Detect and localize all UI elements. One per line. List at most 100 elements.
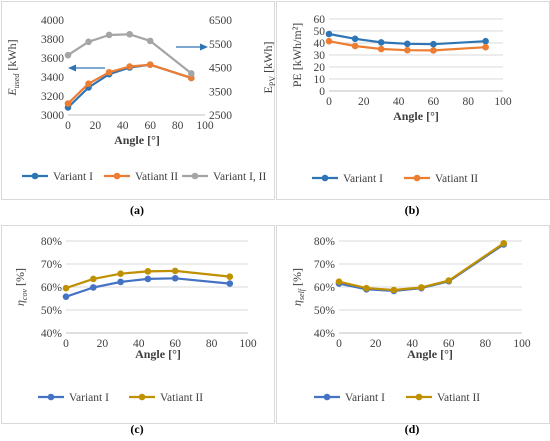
panel-caption: (a) [130, 203, 144, 217]
legend-swatch-marker [413, 174, 421, 182]
data-point [126, 63, 133, 70]
y-tick-label: 3800 [41, 34, 64, 46]
y-axis-label-sub: self [297, 287, 306, 300]
data-point [90, 275, 97, 283]
data-point [404, 46, 411, 54]
data-point [146, 61, 154, 68]
y-axis-label-main: E [5, 88, 19, 97]
y-tick-label: 40% [314, 328, 336, 340]
series-line-1 [67, 63, 192, 105]
data-point [62, 284, 70, 292]
y-tick-label: 50% [314, 305, 336, 317]
y-axis-label-main: η [13, 300, 27, 306]
series-line-1 [328, 40, 486, 52]
y-axis-label: ηcov [%] [13, 268, 29, 306]
series-line-0 [65, 277, 230, 298]
data-point [117, 270, 124, 277]
y-axis-label: Eused [kWh] [5, 39, 21, 96]
y-tick-label: 60 [314, 14, 326, 26]
panel-caption: (d) [405, 422, 420, 436]
x-tick-label: 60 [443, 338, 455, 350]
arrow-right-icon [200, 43, 208, 51]
data-point [105, 31, 113, 39]
y2-tick-label: 6500 [209, 15, 232, 27]
x-tick-label: 100 [239, 338, 257, 350]
arrow-left-icon [68, 64, 76, 72]
series-line-1 [65, 269, 230, 290]
y-tick-label: 50 [314, 26, 326, 38]
data-point [404, 40, 411, 48]
x-tick-label: 60 [169, 338, 181, 350]
data-point [418, 284, 425, 291]
data-point [226, 273, 234, 280]
x-tick-label: 40 [406, 338, 418, 350]
x-tick-label: 80 [480, 338, 492, 350]
data-point [226, 280, 234, 287]
x-tick-label: 80 [172, 120, 184, 132]
data-point [377, 39, 385, 46]
data-point [144, 268, 152, 275]
data-point [500, 240, 508, 247]
y2-axis-label-unit: [kWh] [261, 42, 275, 76]
data-point [64, 51, 72, 59]
data-point [117, 278, 124, 286]
legend-swatch-marker [47, 393, 55, 401]
data-point [390, 286, 398, 294]
y-axis-label-main: η [290, 300, 304, 306]
x-tick-label: 60 [144, 120, 156, 132]
x-tick-label: 100 [513, 338, 531, 350]
x-axis-label: Angle [°] [114, 133, 160, 147]
x-axis-label: Angle [°] [135, 347, 181, 361]
y-axis-label-unit: [%] [290, 268, 304, 289]
data-point [335, 278, 343, 286]
legend-item: Variant I [312, 173, 383, 185]
legend-label: Variant I, II [213, 171, 266, 183]
data-point [62, 293, 70, 300]
data-point [171, 267, 179, 275]
legend-item: Vatiant II [104, 171, 178, 183]
y-tick-label: 3400 [41, 72, 64, 84]
y-tick-label: 3000 [41, 110, 64, 122]
data-point [363, 284, 370, 292]
y-tick-label: 0 [319, 86, 325, 98]
x-tick-label: 20 [370, 338, 382, 350]
x-tick-label: 20 [90, 120, 102, 132]
y-tick-label: 3600 [41, 53, 64, 65]
legend-label: Vatiant II [160, 392, 203, 404]
y-tick-label: 80% [314, 236, 336, 248]
legend-item: Variant I, II [182, 171, 266, 183]
x-tick-label: 80 [206, 338, 218, 350]
legend-item: Variant I [314, 392, 385, 404]
data-point [351, 35, 359, 43]
y-tick-label: 4000 [41, 15, 64, 27]
data-point [188, 74, 195, 82]
legend-label: Variant I [345, 392, 385, 404]
panel-frame [1, 1, 275, 200]
data-point [325, 30, 333, 38]
y-tick-label: 20 [314, 62, 326, 74]
y-axis-label-unit: [%] [13, 268, 27, 289]
data-point [90, 284, 97, 291]
data-point [64, 100, 72, 107]
x-axis-label: Angle [°] [407, 347, 453, 361]
y-axis-label: ηself [%] [290, 268, 306, 306]
legend-swatch-marker [191, 172, 199, 180]
y-axis-label-unit: [kWh] [5, 39, 19, 73]
y-tick-label: 50% [41, 305, 63, 317]
series-line-1 [338, 242, 505, 292]
legend-swatch-marker [113, 172, 121, 180]
legend-label: Vatiant II [435, 173, 478, 185]
data-point [482, 37, 489, 45]
x-tick-label: 80 [462, 96, 474, 108]
chart-panel-c: 40% 50% 60% 70% 80% 0 20 40 60 80 100 Angle [°] ηcov… [1, 225, 275, 436]
x-tick-label: 40 [133, 338, 145, 350]
y-tick-label: 3200 [41, 91, 64, 103]
x-tick-label: 20 [97, 338, 109, 350]
y-tick-label: 70% [41, 259, 63, 271]
y-tick-label: 10 [314, 74, 326, 86]
x-tick-label: 0 [65, 120, 71, 132]
data-point [430, 47, 437, 54]
x-tick-label: 100 [494, 96, 512, 108]
